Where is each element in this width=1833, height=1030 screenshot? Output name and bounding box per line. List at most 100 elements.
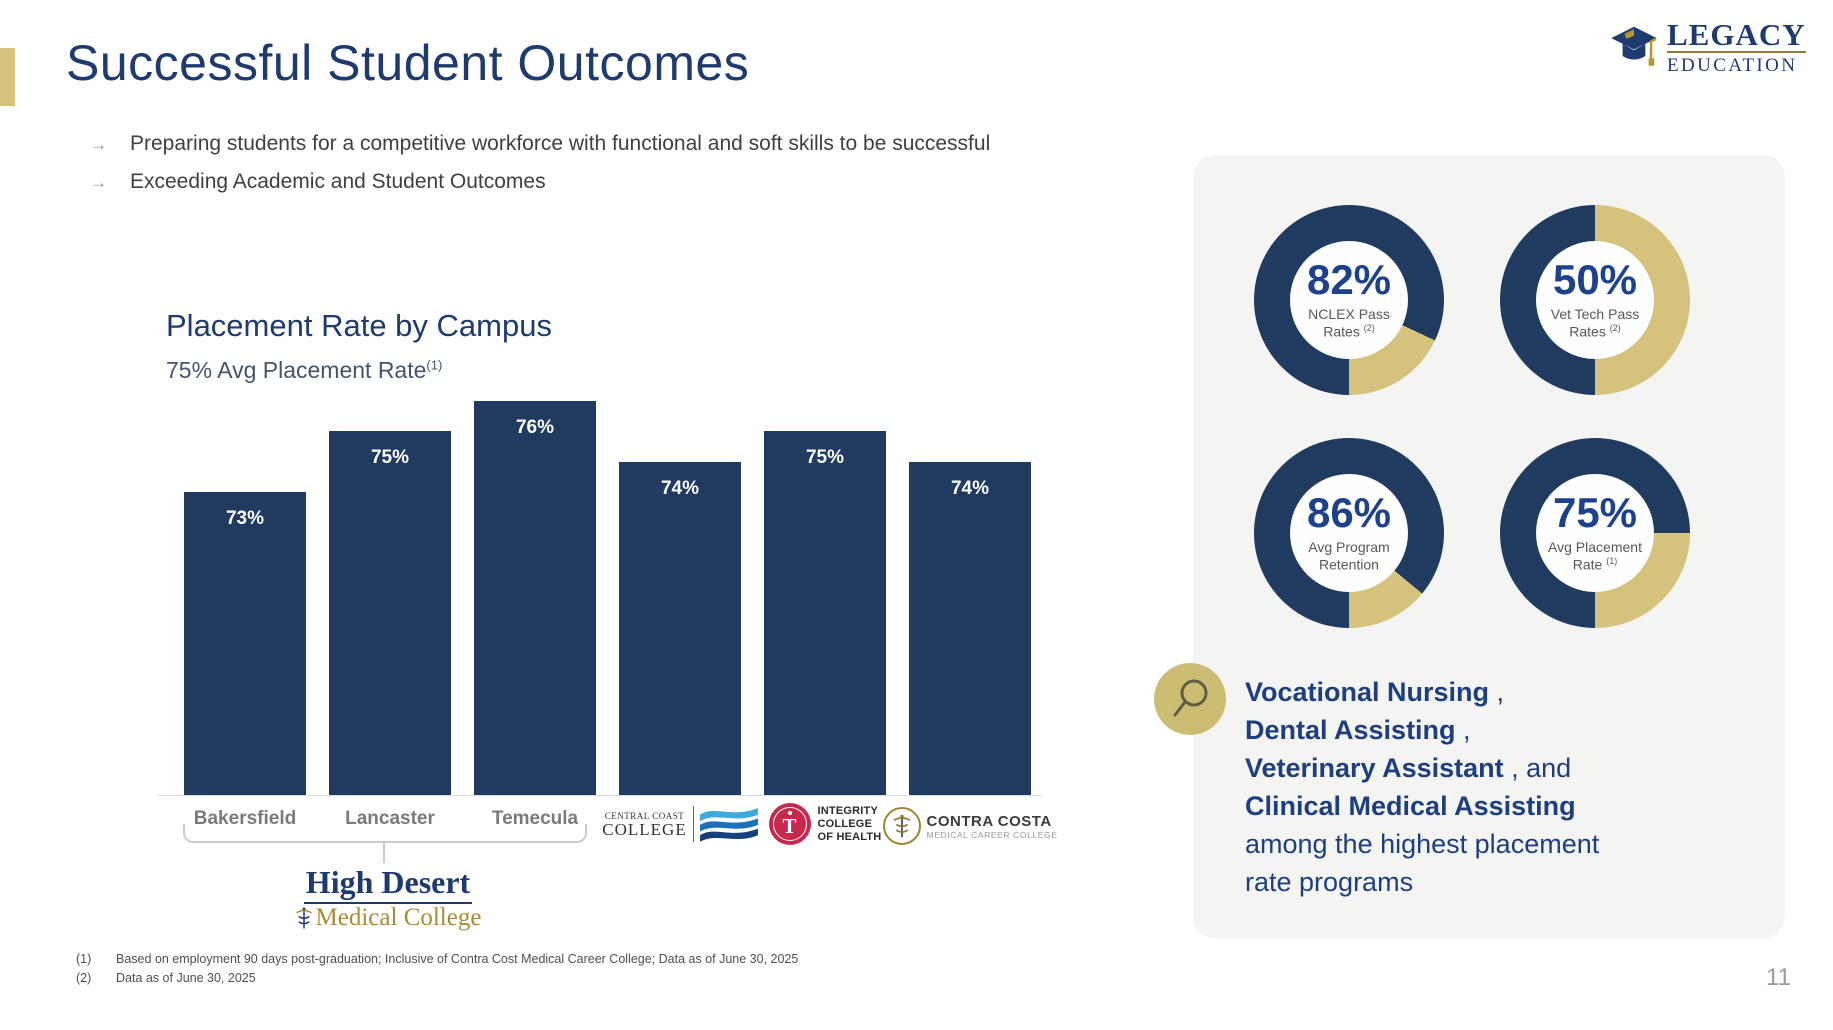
page-title: Successful Student Outcomes <box>66 35 750 91</box>
donut-label: Vet Tech Pass Rates (2) <box>1551 306 1639 340</box>
contra-costa-wordmark: CONTRA COSTA MEDICAL CAREER COLLEGE <box>927 813 1058 840</box>
contra-costa-line1: CONTRA COSTA <box>926 812 1052 830</box>
donut-nclex-pass-rate: 82% NCLEX Pass Rates (2) <box>1254 205 1444 395</box>
arrow-bullet-icon: → <box>90 173 107 192</box>
bar-bakersfield: 73% <box>184 491 306 795</box>
logo-divider <box>692 806 694 842</box>
donut-label: Avg Placement Rate (1) <box>1548 539 1642 573</box>
donut-label-line2: Retention <box>1319 556 1379 573</box>
donut-hole: 50% Vet Tech Pass Rates (2) <box>1536 241 1654 359</box>
highlight-text: Vocational Nursing , Dental Assisting , Ve… <box>1245 673 1599 901</box>
integrity-emblem-t: T <box>782 814 797 838</box>
integrity-line2: COLLEGE <box>817 817 873 830</box>
stats-card: 82% NCLEX Pass Rates (2) 50% Vet Tech Pa… <box>1154 155 1785 938</box>
integrity-wordmark: INTEGRITY COLLEGE OF HEALTH <box>818 805 882 844</box>
donut-value: 75% <box>1552 489 1638 537</box>
donut-avg-placement-rate: 75% Avg Placement Rate (1) <box>1500 438 1690 628</box>
integrity-line3: OF HEALTH <box>817 830 882 843</box>
footnote: (1) Based on employment 90 days post-gra… <box>76 952 798 966</box>
bullet-item: → Preparing students for a competitive w… <box>90 132 990 156</box>
x-label-contra-costa: CONTRA COSTA MEDICAL CAREER COLLEGE <box>882 799 1057 845</box>
footnote: (2) Data as of June 30, 2025 <box>76 971 798 985</box>
footnote-number: (2) <box>76 971 92 985</box>
donut-label-line1: Avg Program <box>1308 539 1390 556</box>
footnote-text: Data as of June 30, 2025 <box>116 971 256 985</box>
brand-subname: EDUCATION <box>1667 55 1798 76</box>
highlight-line: Dental Assisting , <box>1245 715 1471 745</box>
footnote-ref: (2) <box>1609 323 1621 334</box>
bullet-item: → Exceeding Academic and Student Outcome… <box>90 170 990 194</box>
campus-group-bracket-prong <box>383 841 385 863</box>
bar-value-label: 73% <box>225 507 265 529</box>
highlight-line: Clinical Medical Assisting <box>1245 787 1599 825</box>
caduceus-icon <box>882 807 921 845</box>
highlight-line: rate programs <box>1245 867 1414 897</box>
contra-costa-logo: CONTRA COSTA MEDICAL CAREER COLLEGE <box>882 799 1058 845</box>
brand-divider <box>1667 51 1806 53</box>
high-desert-logo: High Desert Medical College <box>288 865 488 931</box>
donut-hole: 75% Avg Placement Rate (1) <box>1536 474 1654 592</box>
footnote-text: Based on employment 90 days post-graduat… <box>116 952 799 966</box>
chart-subtitle: 75% Avg Placement Rate(1) <box>166 357 442 384</box>
footnote-number: (1) <box>76 952 92 966</box>
central-coast-wordmark: CENTRAL COAST COLLEGE <box>602 811 686 838</box>
integrity-emblem-icon: T <box>768 803 811 845</box>
central-coast-line2: COLLEGE <box>602 819 687 839</box>
central-coast-college-logo: CENTRAL COAST COLLEGE <box>602 799 758 843</box>
chart-subtitle-text: 75% Avg Placement Rate <box>166 357 427 383</box>
x-axis-line <box>158 795 1042 796</box>
donut-label-line1: Avg Placement <box>1548 539 1642 556</box>
donut-label-line1: NCLEX Pass <box>1308 306 1390 323</box>
integrity-emblem-dot <box>787 811 792 815</box>
brand-name: LEGACY <box>1667 17 1806 52</box>
central-coast-line1: CENTRAL COAST <box>604 810 685 821</box>
magnifier-badge <box>1154 663 1226 735</box>
x-label-central-coast-college: CENTRAL COAST COLLEGE <box>602 799 758 845</box>
bar-value-label: 76% <box>515 417 555 438</box>
donut-label-line2: Rate <box>1572 556 1603 573</box>
bar-temecula: 76% <box>474 401 596 795</box>
donut-hole: 82% NCLEX Pass Rates (2) <box>1290 241 1408 359</box>
caduceus-icon <box>295 907 312 929</box>
bullet-list: → Preparing students for a competitive w… <box>90 132 990 208</box>
high-desert-name: High Desert <box>303 865 473 904</box>
highlight-line: Vocational Nursing , <box>1245 677 1505 707</box>
footnote-ref: (2) <box>1363 323 1375 334</box>
highlight-program-name: Clinical Medical Assisting <box>1245 791 1576 821</box>
bar-value-label: 74% <box>950 477 990 499</box>
bar-value-label: 75% <box>805 447 845 469</box>
brand-logo: LEGACY EDUCATION <box>1608 17 1806 77</box>
footnote-ref: (1) <box>426 357 443 373</box>
footnote-ref: (1) <box>1606 556 1618 567</box>
chart-title: Placement Rate by Campus <box>166 308 552 343</box>
donut-label: Avg Program Retention <box>1308 539 1389 573</box>
highlight-line: Veterinary Assistant , and <box>1245 753 1572 783</box>
donut-label-line2: Rates <box>1569 323 1606 340</box>
bar-central-coast-college: 74% <box>619 461 741 795</box>
x-label-bakersfield: Bakersfield <box>193 808 297 829</box>
waves-icon <box>699 808 758 842</box>
bar-integrity-college-of-health: 75% <box>764 431 886 795</box>
campus-group-bracket <box>183 824 587 843</box>
highlight-program-name: Dental Assisting <box>1245 715 1456 745</box>
arrow-bullet-icon: → <box>90 135 107 154</box>
donut-value: 50% <box>1552 256 1638 304</box>
accent-bar <box>0 48 15 106</box>
donut-label: NCLEX Pass Rates (2) <box>1308 306 1390 340</box>
brand-wordmark: LEGACY EDUCATION <box>1667 17 1806 77</box>
x-label-integrity-college: T INTEGRITY COLLEGE OF HEALTH <box>764 799 886 845</box>
page-number: 11 <box>1766 964 1791 991</box>
bar-chart: 73% 75% 76% 74% 75% 74% <box>184 401 1031 795</box>
bar-value-label: 74% <box>660 477 700 499</box>
donut-value: 86% <box>1306 489 1392 537</box>
bullet-text: Exceeding Academic and Student Outcomes <box>130 170 546 193</box>
bar-value-label: 75% <box>370 447 410 469</box>
integrity-college-logo: T INTEGRITY COLLEGE OF HEALTH <box>768 799 882 845</box>
donut-value: 82% <box>1306 256 1392 304</box>
x-label-lancaster: Lancaster <box>345 808 435 829</box>
bullet-text: Preparing students for a competitive wor… <box>130 132 991 155</box>
donut-vet-tech-pass-rate: 50% Vet Tech Pass Rates (2) <box>1500 205 1690 395</box>
integrity-emblem-ring <box>772 807 807 841</box>
highlight-program-name: Veterinary Assistant <box>1245 753 1504 783</box>
